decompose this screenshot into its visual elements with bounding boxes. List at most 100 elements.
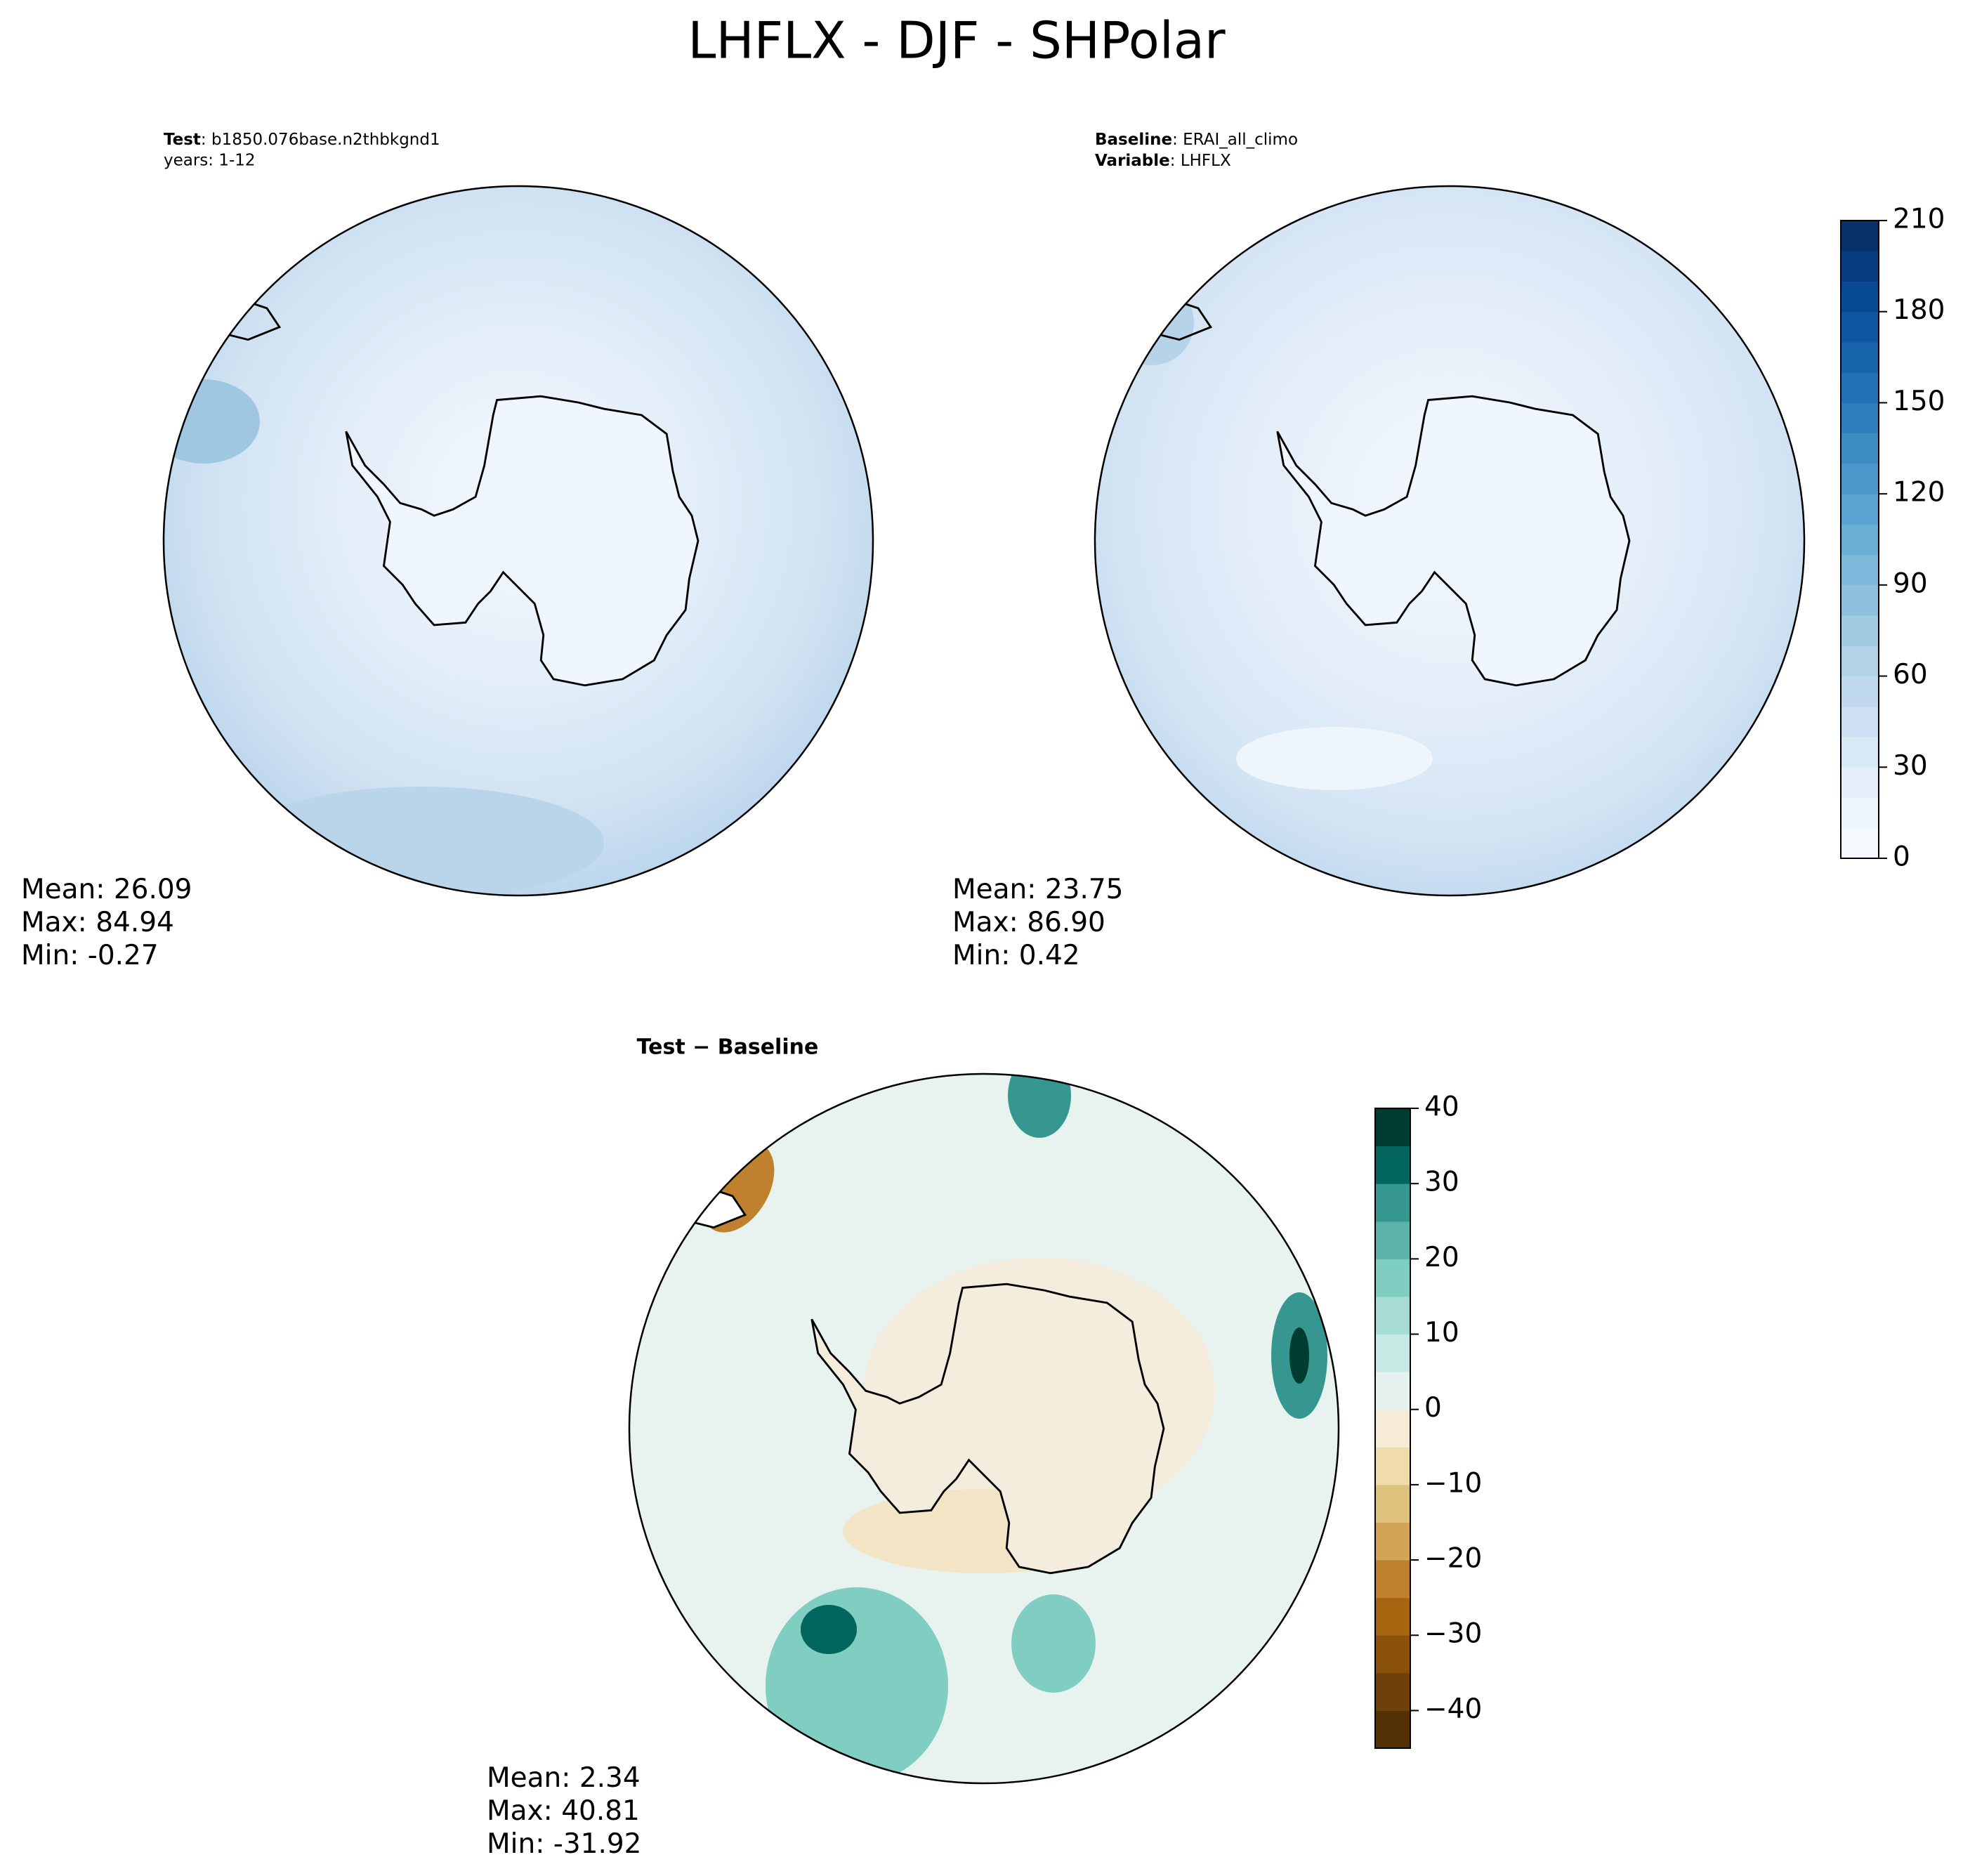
colorbar-tick-label: 40: [1424, 1091, 1459, 1123]
colorbar-tick-label: −40: [1424, 1693, 1482, 1725]
colorbar-band: [1841, 706, 1879, 737]
stat-value: 2.34: [579, 1762, 641, 1794]
header-label: Variable: [1095, 152, 1170, 170]
stat-value: -0.27: [88, 940, 159, 971]
colorbar-tick-label: 0: [1424, 1392, 1442, 1424]
colorbar-band: [1841, 372, 1879, 403]
header-text: : ERAI_all_climo: [1172, 131, 1298, 149]
map: [1095, 186, 1804, 896]
panel-title: Test − Baseline: [637, 1035, 819, 1060]
colorbar-band: [1841, 311, 1879, 343]
colorbar-band: [1375, 1672, 1410, 1711]
map-border: [628, 1073, 1340, 1785]
stat-value: 86.90: [1027, 907, 1105, 938]
stats: Mean: 26.09 Max: 84.94 Min: -0.27: [21, 874, 192, 971]
colorbar-band: [1375, 1484, 1410, 1523]
colorbar-band: [1375, 1522, 1410, 1561]
svg-text:Max: 84.94: Max: 84.94: [21, 907, 174, 938]
colorbar-frame: [1374, 1108, 1411, 1749]
stat-value: 84.94: [96, 907, 174, 938]
colorbar-band: [1841, 767, 1879, 799]
stat-label: Mean:: [487, 1762, 570, 1794]
header-text: : b1850.076base.n2thbkgnd1: [201, 131, 440, 149]
svg-text:Mean: 2.34: Mean: 2.34: [487, 1762, 641, 1794]
colorbar-band: [1841, 827, 1879, 859]
header-label: Test: [164, 131, 201, 149]
panel-header: Baseline: ERAI_all_climo: [1095, 131, 1298, 149]
colorbar-tick-label: −30: [1424, 1618, 1482, 1650]
colorbar-tick-label: 0: [1893, 841, 1910, 873]
colorbar-band: [1375, 1221, 1410, 1259]
svg-text:Mean: 26.09: Mean: 26.09: [21, 874, 192, 905]
colorbar-tick-label: −20: [1424, 1543, 1482, 1575]
header-label: Baseline: [1095, 131, 1172, 149]
colorbar-band: [1841, 554, 1879, 586]
stat-label: Min:: [952, 940, 1010, 971]
colorbar-tick-label: 30: [1424, 1167, 1459, 1198]
panel-header: Test: b1850.076base.n2thbkgnd1: [164, 131, 440, 149]
stat-value: -31.92: [553, 1828, 642, 1860]
colorbar-band: [1841, 524, 1879, 556]
stat-value: 23.75: [1045, 874, 1124, 905]
stats: Mean: 2.34 Max: 40.81 Min: -31.92: [487, 1762, 641, 1860]
stat-label: Max:: [952, 907, 1018, 938]
svg-text:Max: 40.81: Max: 40.81: [487, 1795, 640, 1827]
header-text: : LHFLX: [1170, 152, 1231, 170]
map: [629, 1074, 1339, 1783]
colorbar-tick-label: −10: [1424, 1467, 1482, 1499]
colorbar-tick-label: 30: [1893, 750, 1928, 782]
colorbar-band: [1841, 737, 1879, 768]
stat-label: Mean:: [952, 874, 1036, 905]
svg-text:Min: -0.27: Min: -0.27: [21, 940, 159, 971]
stat-label: Mean:: [21, 874, 105, 905]
colorbar-band: [1375, 1635, 1410, 1674]
svg-text:Min: -31.92: Min: -31.92: [487, 1828, 641, 1860]
colorbar-tick-label: 10: [1424, 1317, 1459, 1349]
colorbar-band: [1375, 1597, 1410, 1636]
map-border: [162, 185, 874, 897]
stat-label: Max:: [487, 1795, 553, 1827]
svg-text:Min: 0.42: Min: 0.42: [952, 940, 1080, 971]
colorbar-band: [1841, 433, 1879, 464]
colorbar-band: [1841, 251, 1879, 282]
svg-text:Mean: 23.75: Mean: 23.75: [952, 874, 1123, 905]
colorbar-band: [1841, 494, 1879, 525]
colorbar-band: [1841, 341, 1879, 373]
colorbar-band: [1375, 1183, 1410, 1222]
colorbar-band: [1375, 1146, 1410, 1184]
colorbar-band: [1375, 1108, 1410, 1147]
svg-text:Max: 86.90: Max: 86.90: [952, 907, 1105, 938]
panel-header: years: 1-12: [164, 152, 256, 170]
map-border: [1094, 185, 1806, 897]
colorbar-band: [1375, 1409, 1410, 1448]
colorbar-band: [1375, 1334, 1410, 1372]
colorbar-tick-label: 150: [1893, 386, 1945, 417]
map: [164, 186, 873, 896]
colorbar-tick-label: 90: [1893, 568, 1928, 599]
stat-value: 40.81: [561, 1795, 640, 1827]
colorbar-band: [1841, 676, 1879, 707]
colorbar-band: [1375, 1259, 1410, 1297]
colorbar-tick-label: 20: [1424, 1242, 1459, 1273]
panel-header: Variable: LHFLX: [1095, 152, 1231, 170]
stat-value: 26.09: [114, 874, 192, 905]
colorbar-band: [1375, 1560, 1410, 1599]
colorbar-tick-label: 60: [1893, 659, 1928, 690]
stat-value: 0.42: [1019, 940, 1080, 971]
colorbar-band: [1375, 1372, 1410, 1410]
colorbar-band: [1375, 1447, 1410, 1485]
stat-label: Min:: [21, 940, 79, 971]
stat-label: Min:: [487, 1828, 544, 1860]
figure-title: LHFLX - DJF - SHPolar: [688, 11, 1226, 70]
colorbar-band: [1841, 615, 1879, 646]
stats: Mean: 23.75 Max: 86.90 Min: 0.42: [952, 874, 1123, 971]
colorbar-band: [1841, 281, 1879, 313]
colorbar-band: [1841, 797, 1879, 829]
stat-label: Max:: [21, 907, 87, 938]
colorbar-frame: [1840, 220, 1879, 859]
colorbar-band: [1841, 221, 1879, 251]
colorbar-band: [1841, 584, 1879, 616]
colorbar-band: [1841, 645, 1879, 677]
colorbar-tick-label: 210: [1893, 204, 1945, 235]
